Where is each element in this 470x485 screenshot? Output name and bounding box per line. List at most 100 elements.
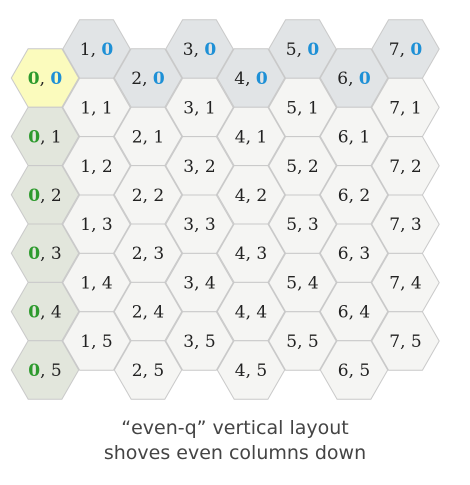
hex-col-value: 2	[132, 361, 143, 381]
hex-coordinate-label: 4, 2	[235, 186, 267, 206]
hex-separator: ,	[400, 98, 411, 118]
hex-shape	[216, 340, 286, 400]
hex-coordinate-label: 4, 4	[235, 303, 267, 323]
hex-row-value: 3	[102, 215, 113, 235]
hex-coordinate-label: 0, 4	[28, 303, 61, 323]
hex-separator: ,	[297, 157, 308, 177]
hex-col-value: 3	[183, 274, 194, 294]
hex-separator: ,	[297, 332, 308, 352]
hex-separator: ,	[40, 244, 51, 264]
hex-coordinate-label: 5, 5	[286, 332, 318, 352]
hex-separator: ,	[40, 127, 51, 147]
hex-cell-5-3: 5, 3	[268, 194, 337, 254]
hex-coordinate-label: 7, 2	[389, 157, 421, 177]
hex-col-value: 7	[389, 40, 400, 60]
hex-separator: ,	[194, 157, 205, 177]
hex-separator: ,	[349, 127, 360, 147]
hex-row-value: 3	[153, 244, 164, 264]
hex-coordinate-label: 5, 2	[286, 157, 318, 177]
hex-row-value: 4	[411, 274, 422, 294]
hex-coordinate-label: 2, 1	[132, 127, 164, 147]
hex-col-value: 1	[80, 274, 91, 294]
hex-col-value: 4	[234, 69, 245, 89]
hex-row-value: 1	[308, 98, 319, 118]
hex-row-value: 1	[102, 98, 113, 118]
hex-shape	[319, 340, 389, 400]
hex-separator: ,	[246, 127, 257, 147]
hex-coordinate-label: 1, 2	[80, 157, 112, 177]
hex-col-value: 6	[337, 69, 348, 89]
hex-col-value: 0	[28, 361, 40, 381]
hex-coordinate-label: 1, 0	[80, 40, 114, 60]
hex-cell-5-0: 5, 0	[268, 19, 337, 79]
hex-row-value: 5	[256, 361, 267, 381]
hex-separator: ,	[246, 186, 257, 206]
hex-shape	[371, 311, 440, 371]
hex-row-value: 2	[308, 157, 319, 177]
hex-row-value: 5	[102, 332, 113, 352]
hex-col-value: 0	[28, 244, 40, 264]
hex-separator: ,	[91, 98, 102, 118]
hex-separator: ,	[143, 186, 154, 206]
hex-col-value: 3	[183, 332, 194, 352]
hex-row-value: 4	[102, 274, 113, 294]
hex-coordinate-label: 0, 3	[28, 244, 61, 264]
hex-col-value: 4	[235, 186, 246, 206]
hex-cell-0-5: 0, 5	[10, 340, 80, 400]
hex-row-value: 2	[153, 186, 164, 206]
hex-shape	[62, 311, 131, 371]
hex-cell-5-5: 5, 5	[268, 311, 337, 371]
hex-separator: ,	[349, 361, 360, 381]
hex-separator: ,	[400, 215, 411, 235]
hex-row-value: 5	[359, 361, 370, 381]
hex-coordinate-label: 0, 0	[28, 69, 63, 89]
hex-col-value: 1	[80, 98, 91, 118]
hex-row-value: 2	[256, 186, 267, 206]
hex-separator: ,	[40, 186, 51, 206]
hex-coordinate-label: 7, 5	[389, 332, 421, 352]
hex-separator: ,	[40, 361, 51, 381]
hex-coordinate-label: 6, 2	[338, 186, 370, 206]
hex-col-value: 6	[338, 361, 349, 381]
hex-cell-6-0: 6, 0	[319, 48, 389, 108]
hex-cell-1-5: 1, 5	[62, 311, 131, 371]
hex-row-value: 0	[359, 69, 371, 89]
hex-separator: ,	[400, 40, 411, 60]
hex-col-value: 2	[132, 303, 143, 323]
hex-col-value: 3	[183, 157, 194, 177]
hex-col-value: 2	[131, 69, 142, 89]
hex-cell-1-1: 1, 1	[62, 77, 131, 138]
hex-row-value: 2	[411, 157, 422, 177]
hex-separator: ,	[91, 40, 102, 60]
hex-row-value: 4	[256, 303, 267, 323]
hex-col-value: 5	[286, 157, 297, 177]
hex-row-value: 4	[153, 303, 164, 323]
hex-coordinate-label: 5, 0	[286, 40, 320, 60]
hex-col-value: 2	[132, 186, 143, 206]
hex-separator: ,	[400, 157, 411, 177]
hex-coordinate-label: 3, 5	[183, 332, 215, 352]
hex-coordinate-label: 6, 0	[337, 69, 371, 89]
hex-separator: ,	[91, 215, 102, 235]
hex-cell-0-1: 0, 1	[10, 106, 80, 167]
hex-col-value: 0	[28, 186, 40, 206]
hex-row-value: 5	[153, 361, 164, 381]
hex-separator: ,	[349, 303, 360, 323]
hex-coordinate-label: 2, 3	[132, 244, 164, 264]
hex-row-value: 4	[51, 303, 62, 323]
hex-coordinate-label: 3, 4	[183, 274, 215, 294]
hex-cell-3-0: 3, 0	[165, 19, 234, 79]
hex-col-value: 4	[235, 303, 246, 323]
hex-col-value: 0	[28, 69, 40, 89]
hex-row-value: 1	[153, 127, 164, 147]
hex-shape	[10, 340, 80, 400]
hex-separator: ,	[40, 69, 51, 89]
hex-separator: ,	[246, 244, 257, 264]
hex-coordinate-label: 3, 3	[183, 215, 215, 235]
hex-col-value: 1	[80, 332, 91, 352]
hex-col-value: 4	[235, 361, 246, 381]
hex-col-value: 6	[338, 303, 349, 323]
hex-cell-4-3: 4, 3	[216, 223, 286, 283]
hex-coordinate-label: 1, 4	[80, 274, 112, 294]
hex-col-value: 0	[28, 303, 40, 323]
